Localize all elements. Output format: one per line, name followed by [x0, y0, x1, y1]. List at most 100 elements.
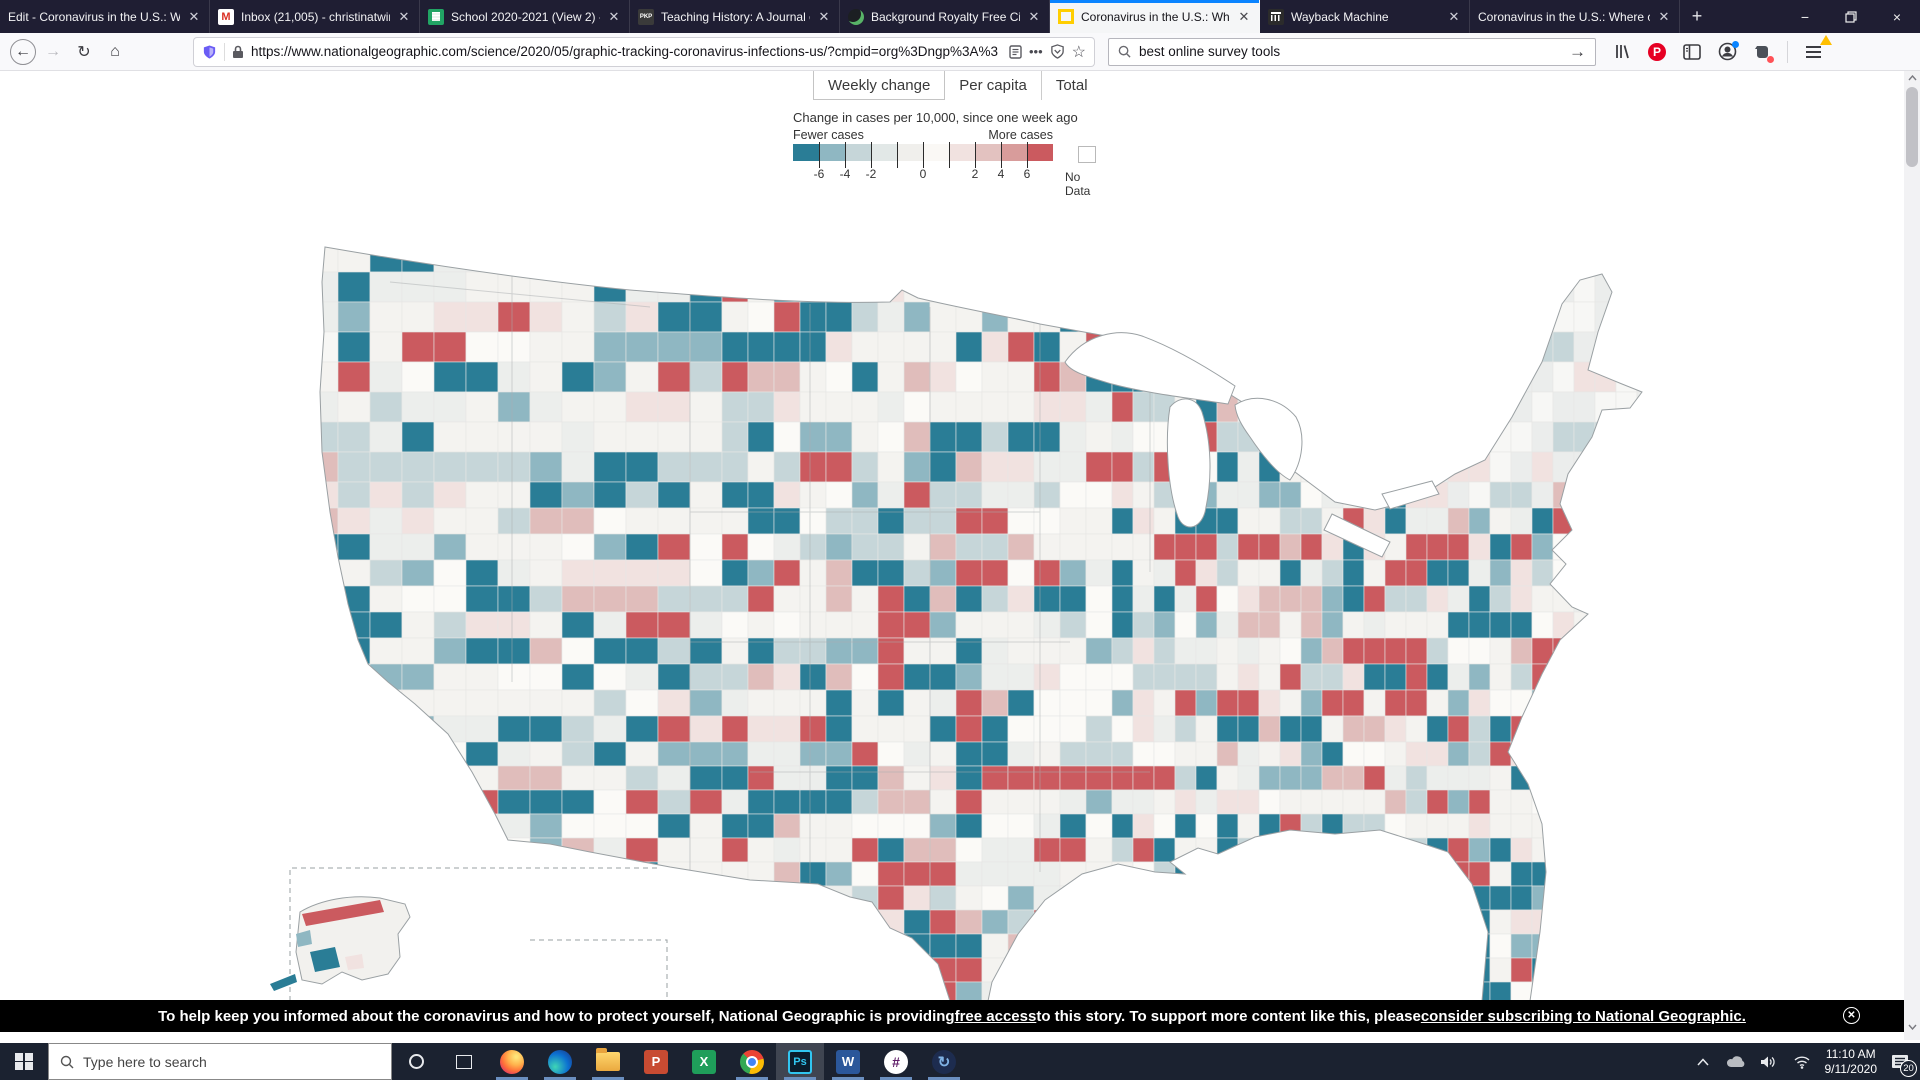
tab-teaching-history[interactable]: PKP Teaching History: A Journal o ✕	[630, 0, 840, 33]
urlbar-divider	[224, 42, 225, 61]
legend-scale-segment	[845, 144, 871, 161]
taskbar-photoshop[interactable]: Ps	[776, 1043, 824, 1080]
slack-icon: #	[884, 1049, 908, 1074]
tabbar-spacer	[1714, 0, 1782, 33]
tab-close-icon[interactable]: ✕	[818, 8, 830, 24]
tab-close-icon[interactable]: ✕	[1448, 8, 1460, 24]
google-sheets-icon	[428, 8, 444, 25]
taskbar-clock[interactable]: 11:10 AM 9/11/2020	[1825, 1047, 1878, 1077]
tab-school-sheet[interactable]: School 2020-2021 (View 2) - ( ✕	[420, 0, 630, 33]
taskbar-firefox[interactable]	[488, 1043, 536, 1080]
tab-edit-coronavirus[interactable]: Edit - Coronavirus in the U.S.: Wh ✕	[0, 0, 210, 33]
account-icon[interactable]	[1717, 40, 1739, 62]
url-text[interactable]: https://www.nationalgeographic.com/scien…	[251, 44, 999, 59]
taskbar-search-placeholder[interactable]: Type here to search	[83, 1053, 207, 1070]
taskbar-powerpoint[interactable]: P	[632, 1043, 680, 1080]
pinterest-icon[interactable]: P	[1647, 42, 1667, 62]
onedrive-icon[interactable]	[1726, 1052, 1746, 1072]
legend-scale-segment	[1027, 144, 1053, 161]
back-button[interactable]: ←	[10, 38, 36, 65]
hidden-icons-chevron[interactable]	[1693, 1052, 1713, 1072]
clock-date: 9/11/2020	[1824, 1061, 1878, 1076]
minimize-button[interactable]: −	[1800, 8, 1810, 25]
close-window-button[interactable]: ×	[1892, 8, 1902, 25]
tab-close-icon[interactable]: ✕	[608, 8, 620, 24]
taskbar-edge[interactable]	[536, 1043, 584, 1080]
taskbar-chrome[interactable]	[728, 1043, 776, 1080]
banner-close-button[interactable]: ✕	[1843, 1007, 1860, 1024]
map-svg[interactable]	[250, 212, 1670, 1002]
reload-button[interactable]: ↻	[77, 43, 91, 61]
tab-close-icon[interactable]: ✕	[1028, 8, 1040, 24]
search-icon	[60, 1055, 74, 1068]
banner-free-access-link[interactable]: free access	[954, 1007, 1037, 1025]
taskbar-excel[interactable]: X	[680, 1043, 728, 1080]
scroll-up-arrow[interactable]	[1904, 71, 1920, 85]
tab-title: Inbox (21,005) - christinatwin	[241, 9, 390, 24]
tab-close-icon[interactable]: ✕	[1658, 8, 1670, 24]
forward-button[interactable]: →	[45, 42, 61, 60]
legend-color-scale	[793, 142, 1053, 168]
tab-close-icon[interactable]: ✕	[188, 8, 200, 24]
legend-tick-label: 6	[1023, 167, 1031, 181]
search-bar[interactable]: best online survey tools →	[1108, 37, 1596, 66]
tab-close-icon[interactable]: ✕	[398, 8, 410, 24]
lake-superior	[1064, 332, 1236, 405]
view-tab-weekly-change[interactable]: Weekly change	[813, 71, 946, 100]
page-actions-icon[interactable]: •••	[1029, 44, 1043, 59]
taskbar-search-box[interactable]: Type here to search	[48, 1043, 392, 1080]
tab-wayback-machine[interactable]: Wayback Machine ✕	[1260, 0, 1470, 33]
new-tab-button[interactable]: +	[1691, 6, 1703, 26]
banner-text-2: to this story. To support more content l…	[1036, 1007, 1421, 1025]
menu-icon[interactable]	[1803, 34, 1832, 62]
tab-coronavirus-2[interactable]: Coronavirus in the U.S.: Where ca ✕	[1470, 0, 1680, 33]
sidebars-icon[interactable]	[1682, 42, 1702, 62]
home-button[interactable]: ⌂	[110, 42, 120, 60]
cortana-button[interactable]	[392, 1043, 440, 1080]
search-query-text[interactable]: best online survey tools	[1139, 44, 1281, 59]
task-view-icon	[456, 1054, 472, 1069]
tab-coronavirus-active[interactable]: Coronavirus in the U.S.: Wher ✕	[1050, 0, 1260, 33]
taskbar-slack[interactable]: #	[872, 1043, 920, 1080]
taskbar-sync-app[interactable]: ↻	[920, 1043, 968, 1080]
view-tab-total[interactable]: Total	[1040, 71, 1102, 100]
scrollbar-thumb[interactable]	[1906, 87, 1918, 167]
lock-icon[interactable]	[232, 45, 244, 59]
library-icon[interactable]	[1612, 42, 1632, 62]
tab-gmail-inbox[interactable]: M Inbox (21,005) - christinatwin ✕	[210, 0, 420, 33]
view-tab-per-capita[interactable]: Per capita	[959, 77, 1027, 94]
reader-view-icon[interactable]	[1009, 44, 1022, 59]
tab-title: Coronavirus in the U.S.: Wher	[1081, 9, 1230, 24]
system-tray: 11:10 AM 9/11/2020 20	[1693, 1043, 1920, 1080]
us-county-choropleth-map[interactable]	[250, 212, 1670, 1002]
taskbar-file-explorer[interactable]	[584, 1043, 632, 1080]
volume-icon[interactable]	[1759, 1052, 1779, 1072]
start-button[interactable]	[0, 1043, 48, 1080]
tab-close-icon[interactable]: ✕	[1238, 8, 1250, 24]
action-center-button[interactable]: 20	[1890, 1052, 1917, 1077]
bookmark-star-icon[interactable]: ☆	[1071, 43, 1086, 61]
tab-bar: Edit - Coronavirus in the U.S.: Wh ✕ M I…	[0, 0, 1920, 33]
task-view-button[interactable]	[440, 1043, 488, 1080]
scroll-down-arrow[interactable]	[1904, 1020, 1920, 1034]
page-scrollbar[interactable]	[1904, 71, 1920, 1040]
legend-tick-mark	[975, 142, 976, 168]
natgeo-icon	[1058, 9, 1074, 24]
address-bar[interactable]: https://www.nationalgeographic.com/scien…	[194, 37, 1094, 66]
tracking-shield-icon[interactable]	[202, 44, 217, 60]
maximize-button[interactable]	[1828, 0, 1874, 33]
banner-subscribe-link[interactable]: consider subscribing to National Geograp…	[1420, 1007, 1746, 1025]
legend-tick-label: -2	[865, 167, 877, 181]
taskbar-word[interactable]: W	[824, 1043, 872, 1080]
search-go-arrow[interactable]: →	[1569, 41, 1586, 61]
pocket-icon[interactable]	[1050, 44, 1065, 59]
wifi-icon[interactable]	[1792, 1052, 1812, 1072]
county-cells[interactable]	[306, 242, 1658, 1002]
legend-tick-mark	[923, 142, 924, 168]
legend-scale-segment	[923, 144, 949, 161]
legend-tick-label: 4	[997, 167, 1005, 181]
tab-background-royalty[interactable]: Background Royalty Free Cin ✕	[840, 0, 1050, 33]
evernote-extension-icon[interactable]	[1752, 42, 1774, 63]
lake-michigan	[1166, 398, 1211, 528]
